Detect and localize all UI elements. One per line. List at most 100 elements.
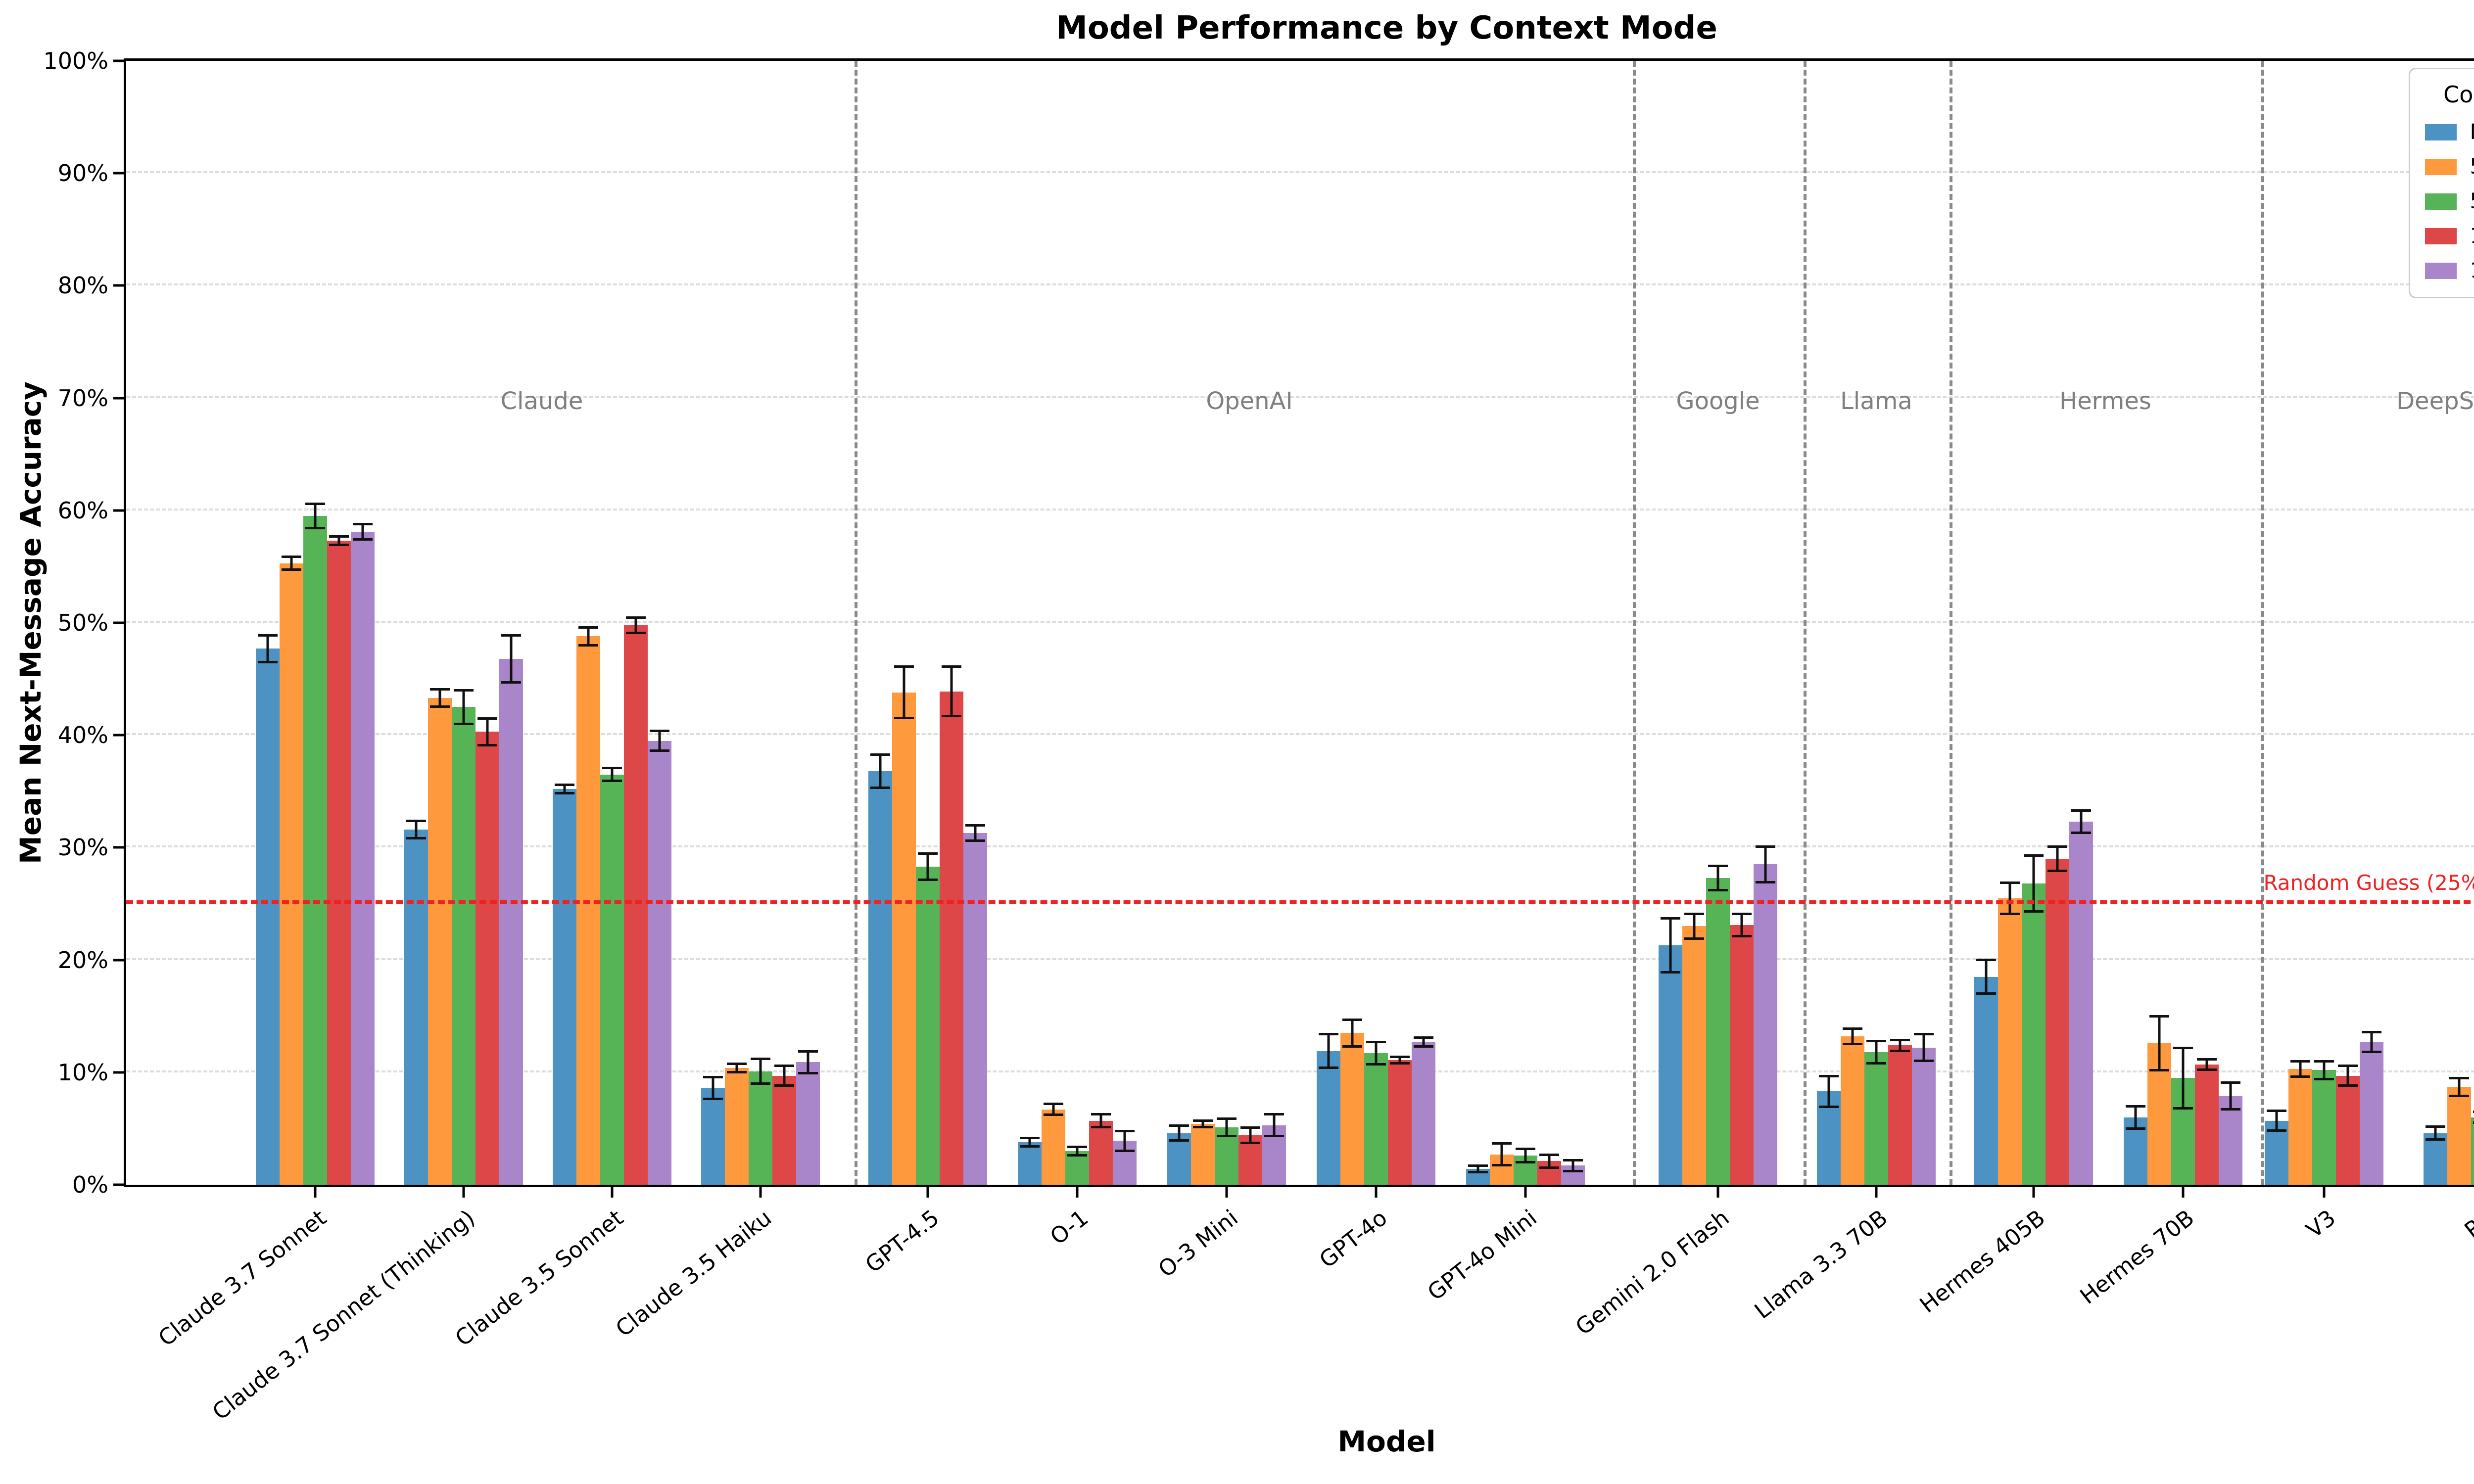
group-label: Claude [500,387,583,415]
y-tick-mark [113,397,126,400]
error-bar [1693,914,1696,939]
y-tick-mark [113,172,126,175]
bar [2069,809,2093,1185]
legend-color-swatch [2425,158,2457,175]
bar-group-o-1 [1018,61,1137,1185]
bar [2219,1081,2242,1185]
legend-color-swatch [2425,124,2457,140]
error-bar-cap [477,717,497,720]
bar-group-llama-3-3-70b [1817,61,1936,1185]
error-bar-cap [1366,1063,1386,1066]
group-label: Hermes [2059,387,2151,415]
error-bar-cap [2047,870,2067,873]
error-bar-cap [1115,1129,1135,1132]
error-bar-cap [555,784,574,787]
error-bar-cap [555,792,574,795]
bar [499,634,523,1185]
error-bar-cap [703,1075,723,1078]
error-bar [1052,1104,1055,1115]
y-tick-label: 80% [57,272,108,299]
error-bar-cap [1914,1033,1934,1036]
error-bar-cap [727,1062,747,1065]
error-bar-cap [2362,1051,2381,1053]
bar [940,665,963,1185]
bar [1215,1117,1238,1185]
error-bar [1716,865,1719,890]
bar [1340,1018,1364,1185]
bar [2147,1015,2171,1185]
bar [1864,1040,1888,1185]
x-tick-label: Llama 3.3 70B [1749,1205,1893,1324]
legend-item-label: No Context [2470,120,2474,144]
legend-color-swatch [2425,193,2457,210]
legend: Context Mode No Context 50 Raw 50 Summary 1… [2409,68,2474,298]
y-tick-mark [113,621,126,624]
bar [1113,1129,1137,1185]
error-bar-cap [1708,864,1728,867]
y-tick-mark [113,509,126,512]
bar [1682,913,1706,1185]
family-separator [1633,61,1636,1185]
error-bar [974,825,977,841]
error-bar-cap [2000,912,2020,915]
error-bar-cap [1516,1160,1535,1163]
x-tick-mark [314,1185,317,1198]
gridline [126,733,2474,736]
error-bar-cap [1468,1171,1488,1174]
error-bar [879,754,882,788]
error-bar-cap [894,717,914,720]
error-bar [1524,1149,1527,1162]
y-axis-label: Mean Next-Message Accuracy [14,381,48,864]
y-tick-label: 50% [57,609,108,636]
bar [963,824,987,1185]
x-tick-label: R1 [2459,1205,2474,1244]
error-bar [1028,1137,1031,1147]
error-bar [1123,1130,1126,1151]
error-bar [1249,1127,1252,1144]
bar [1388,1055,1412,1185]
bar [916,852,940,1185]
bar [1466,1164,1490,1185]
error-bar [950,666,953,716]
error-bar-cap [1890,1049,1910,1052]
y-tick-label: 100% [43,47,108,74]
error-bar-cap [2047,845,2067,848]
bar-group-r1 [2424,61,2474,1185]
bar [892,665,916,1185]
legend-item: 50 Raw [2425,154,2474,179]
error-bar [1922,1034,1925,1062]
error-bar [587,627,590,646]
x-tick-label: GPT-4o Mini [1422,1205,1542,1306]
error-bar-cap [2149,1068,2169,1071]
bar [1730,913,1754,1185]
family-separator [1804,61,1807,1185]
error-bar-cap [282,568,301,571]
error-bar-cap [305,503,325,506]
legend-color-swatch [2425,262,2457,279]
bar [2195,1058,2219,1185]
error-bar [2158,1016,2161,1070]
y-tick-label: 30% [57,834,108,861]
error-bar-cap [870,753,890,756]
x-tick-mark [462,1185,465,1198]
bar-group-claude-3-5-haiku [701,61,820,1185]
bar-group-gemini-2-0-flash [1659,61,1777,1185]
legend-item: 50 Summary [2425,189,2474,214]
error-bar [1899,1039,1902,1051]
error-bar-cap [501,634,521,637]
error-bar-cap [329,544,349,547]
error-bar-cap [2267,1109,2286,1112]
error-bar-cap [1684,913,1704,916]
bar-group-gpt-4-5 [868,61,987,1185]
error-bar-cap [1319,1066,1338,1069]
error-bar-cap [2362,1030,2381,1033]
bar [1659,917,1682,1185]
error-bar-cap [477,743,497,746]
error-bar-cap [1169,1124,1189,1127]
error-bar-cap [1390,1055,1410,1058]
error-bar-cap [258,634,278,637]
y-tick-mark [113,284,126,287]
bar-group-claude-3-7-sonnet-thinking- [404,61,523,1185]
error-bar-cap [578,644,598,647]
